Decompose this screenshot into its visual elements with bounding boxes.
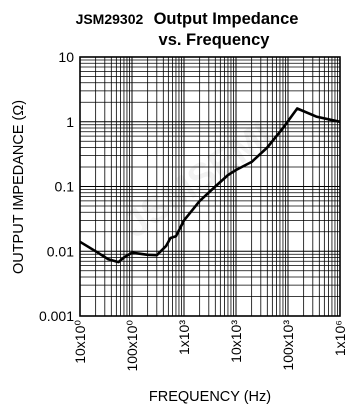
- x-tick-label: 1x10⁶: [332, 320, 347, 356]
- chart-title-line2: vs. Frequency: [159, 31, 271, 49]
- y-tick-label: 10: [58, 49, 74, 65]
- y-tick-label: 1: [66, 114, 74, 130]
- x-tick-label: 10x10³: [228, 320, 244, 363]
- x-tick-label: 1x10³: [176, 320, 192, 355]
- y-tick-label: 0.001: [39, 308, 74, 324]
- series-layer: [79, 107, 341, 264]
- x-tick-label: 10x10⁰: [72, 320, 88, 364]
- watermark: JSMSEMI: [116, 114, 280, 247]
- plot-border: [79, 56, 341, 317]
- chart-title-line1: JSM29302 Output Impedance: [76, 10, 299, 28]
- y-tick-label: 0.01: [47, 243, 74, 259]
- chart-title-part1: JSM29302: [76, 11, 144, 27]
- y-axis-label: OUTPUT IMPEDANCE (Ω): [11, 100, 27, 274]
- x-tick-label: 100x10³: [280, 320, 296, 371]
- plot-frame: [79, 56, 341, 317]
- grid: [79, 57, 340, 317]
- x-tick-label: 100x10⁰: [124, 320, 140, 372]
- chart-title-part2: Output Impedance: [154, 10, 299, 28]
- x-tick-labels: 10x10⁰ 100x10⁰ 1x10³ 10x10³ 100x10³ 1x10⁶: [72, 320, 347, 372]
- y-tick-labels: 10 1 0.1 0.01 0.001: [39, 49, 74, 324]
- y-tick-label: 0.1: [55, 179, 75, 195]
- impedance-line: [79, 107, 341, 264]
- watermark-text: JSMSEMI: [116, 114, 280, 247]
- x-axis-label: FREQUENCY (Hz): [149, 389, 271, 405]
